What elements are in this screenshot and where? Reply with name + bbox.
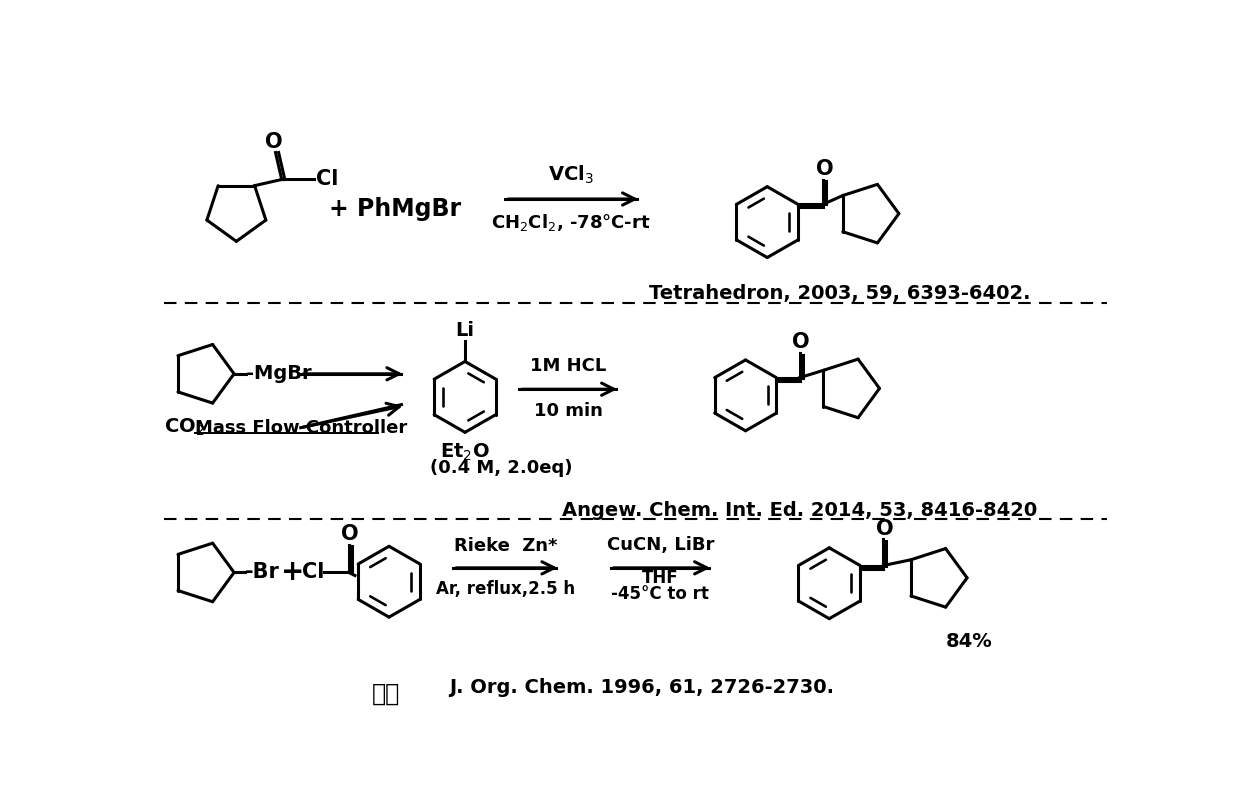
Text: -MgBr: -MgBr — [246, 365, 311, 383]
Text: Ar, reflux,2.5 h: Ar, reflux,2.5 h — [435, 580, 575, 598]
Text: 1M HCL: 1M HCL — [529, 357, 606, 375]
Text: O: O — [877, 518, 894, 539]
Text: CH$_2$Cl$_2$, -78°C-rt: CH$_2$Cl$_2$, -78°C-rt — [491, 212, 651, 233]
Text: Et$_2$O: Et$_2$O — [440, 442, 490, 463]
Text: + PhMgBr: + PhMgBr — [330, 197, 461, 221]
Text: 10 min: 10 min — [533, 402, 603, 420]
Text: +: + — [281, 559, 305, 587]
Text: CuCN, LiBr: CuCN, LiBr — [606, 536, 714, 554]
Text: O: O — [816, 159, 833, 179]
Text: CO$_2$: CO$_2$ — [164, 417, 205, 439]
Text: 式二: 式二 — [372, 681, 401, 705]
Text: VCl$_3$: VCl$_3$ — [548, 163, 594, 186]
Text: Tetrahedron, 2003, 59, 6393-6402.: Tetrahedron, 2003, 59, 6393-6402. — [650, 283, 1030, 303]
Text: THF: THF — [642, 569, 678, 588]
Text: O: O — [792, 332, 810, 353]
Text: 84%: 84% — [945, 632, 992, 650]
Text: Li: Li — [455, 321, 475, 341]
Text: O: O — [265, 132, 283, 152]
Text: Rieke  Zn*: Rieke Zn* — [454, 537, 557, 555]
Text: Angew. Chem. Int. Ed. 2014, 53, 8416-8420: Angew. Chem. Int. Ed. 2014, 53, 8416-842… — [562, 501, 1037, 520]
Text: Cl: Cl — [301, 563, 324, 583]
Text: J. Org. Chem. 1996, 61, 2726-2730.: J. Org. Chem. 1996, 61, 2726-2730. — [449, 679, 835, 697]
Text: Mass Flow Controller: Mass Flow Controller — [196, 419, 408, 436]
Text: O: O — [341, 524, 360, 544]
Text: Cl: Cl — [316, 170, 339, 189]
Text: -45°C to rt: -45°C to rt — [611, 584, 709, 603]
Text: (0.4 M, 2.0eq): (0.4 M, 2.0eq) — [430, 459, 573, 477]
Text: -Br: -Br — [246, 563, 280, 583]
